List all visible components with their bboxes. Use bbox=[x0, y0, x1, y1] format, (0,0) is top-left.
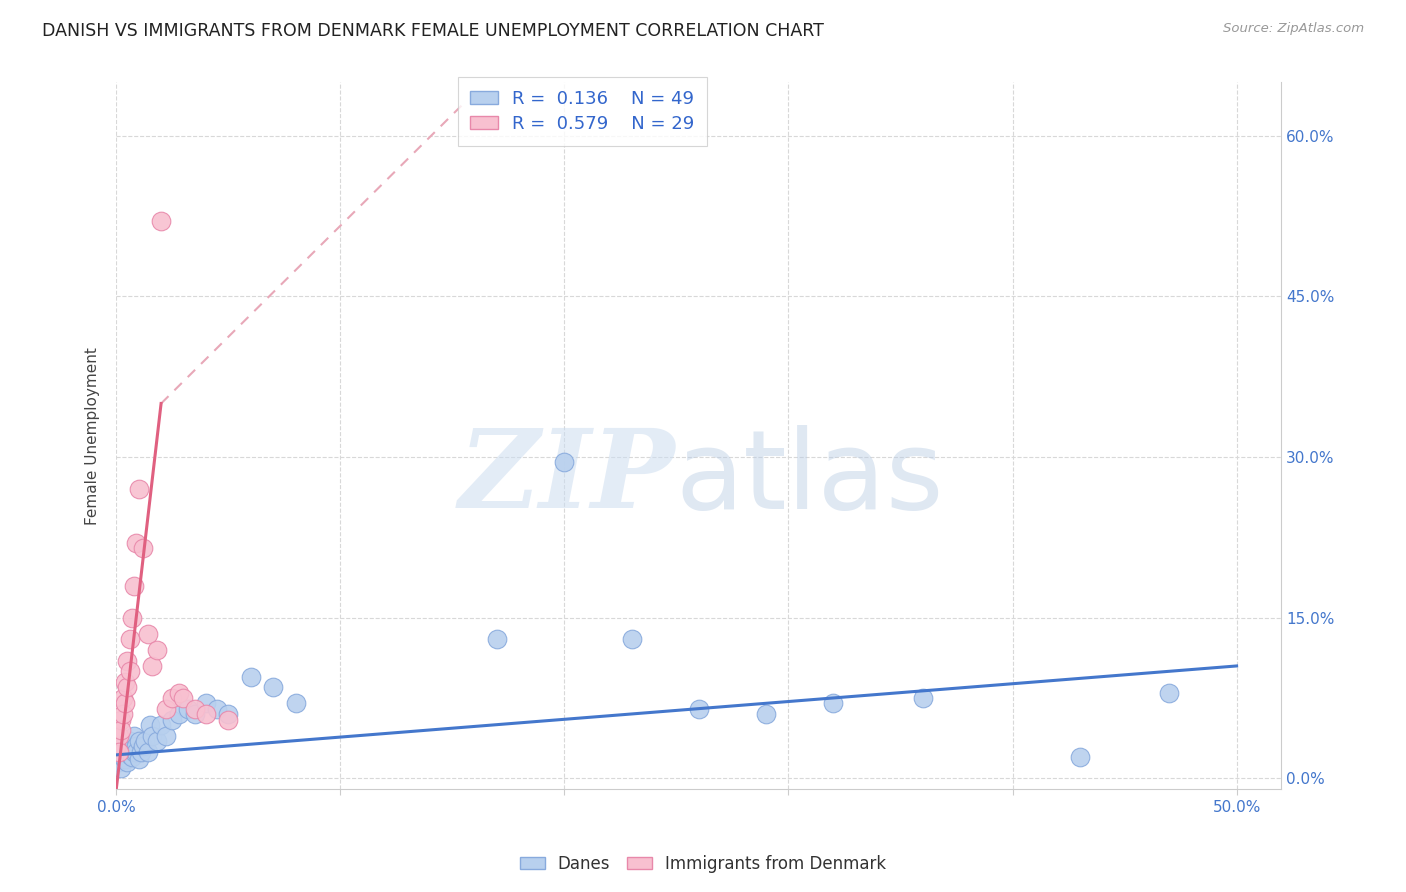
Point bbox=[107, 745, 129, 759]
Text: Source: ZipAtlas.com: Source: ZipAtlas.com bbox=[1223, 22, 1364, 36]
Legend: Danes, Immigrants from Denmark: Danes, Immigrants from Denmark bbox=[513, 848, 893, 880]
Point bbox=[111, 707, 134, 722]
Point bbox=[911, 691, 934, 706]
Point bbox=[118, 747, 141, 762]
Point bbox=[105, 739, 128, 754]
Point bbox=[117, 756, 139, 770]
Legend: R =  0.136    N = 49, R =  0.579    N = 29: R = 0.136 N = 49, R = 0.579 N = 29 bbox=[458, 77, 707, 145]
Point bbox=[125, 739, 148, 754]
Point bbox=[194, 697, 217, 711]
Point bbox=[136, 627, 159, 641]
Point bbox=[125, 535, 148, 549]
Point bbox=[183, 702, 205, 716]
Point bbox=[121, 611, 143, 625]
Point bbox=[129, 745, 152, 759]
Point bbox=[128, 752, 150, 766]
Point bbox=[486, 632, 509, 647]
Point bbox=[239, 670, 262, 684]
Point bbox=[134, 734, 156, 748]
Point bbox=[141, 659, 163, 673]
Point bbox=[145, 734, 167, 748]
Point bbox=[194, 707, 217, 722]
Point bbox=[117, 681, 139, 695]
Point bbox=[118, 734, 141, 748]
Point bbox=[141, 729, 163, 743]
Point bbox=[183, 707, 205, 722]
Point bbox=[150, 214, 173, 228]
Text: DANISH VS IMMIGRANTS FROM DENMARK FEMALE UNEMPLOYMENT CORRELATION CHART: DANISH VS IMMIGRANTS FROM DENMARK FEMALE… bbox=[42, 22, 824, 40]
Point bbox=[150, 718, 173, 732]
Point bbox=[139, 718, 162, 732]
Point bbox=[553, 455, 575, 469]
Point bbox=[118, 665, 141, 679]
Point bbox=[117, 654, 139, 668]
Point bbox=[162, 713, 184, 727]
Point bbox=[122, 579, 145, 593]
Point bbox=[121, 739, 143, 754]
Point bbox=[177, 702, 200, 716]
Point bbox=[128, 734, 150, 748]
Point bbox=[122, 729, 145, 743]
Point bbox=[110, 761, 132, 775]
Point bbox=[114, 697, 136, 711]
Point bbox=[107, 756, 129, 770]
Point bbox=[155, 729, 177, 743]
Text: ZIP: ZIP bbox=[458, 425, 675, 532]
Point bbox=[167, 686, 190, 700]
Point bbox=[262, 681, 284, 695]
Point bbox=[217, 713, 239, 727]
Point bbox=[110, 723, 132, 738]
Point bbox=[128, 482, 150, 496]
Point bbox=[755, 707, 778, 722]
Point bbox=[111, 691, 134, 706]
Point bbox=[125, 745, 148, 759]
Point bbox=[173, 691, 195, 706]
Point bbox=[1069, 750, 1091, 764]
Point bbox=[284, 697, 307, 711]
Point bbox=[114, 752, 136, 766]
Point bbox=[620, 632, 643, 647]
Point bbox=[132, 739, 155, 754]
Point bbox=[110, 713, 132, 727]
Point bbox=[823, 697, 845, 711]
Point bbox=[111, 745, 134, 759]
Point bbox=[110, 739, 132, 754]
Point bbox=[145, 643, 167, 657]
Point bbox=[107, 745, 129, 759]
Point bbox=[167, 707, 190, 722]
Point bbox=[118, 632, 141, 647]
Y-axis label: Female Unemployment: Female Unemployment bbox=[86, 347, 100, 524]
Point bbox=[107, 729, 129, 743]
Point bbox=[688, 702, 710, 716]
Point bbox=[105, 750, 128, 764]
Point bbox=[1159, 686, 1181, 700]
Point bbox=[111, 750, 134, 764]
Point bbox=[122, 745, 145, 759]
Text: atlas: atlas bbox=[675, 425, 943, 532]
Point bbox=[121, 750, 143, 764]
Point bbox=[114, 675, 136, 690]
Point bbox=[136, 745, 159, 759]
Point bbox=[114, 737, 136, 751]
Point bbox=[117, 741, 139, 756]
Point bbox=[217, 707, 239, 722]
Point bbox=[155, 702, 177, 716]
Point bbox=[162, 691, 184, 706]
Point bbox=[205, 702, 228, 716]
Point bbox=[132, 541, 155, 555]
